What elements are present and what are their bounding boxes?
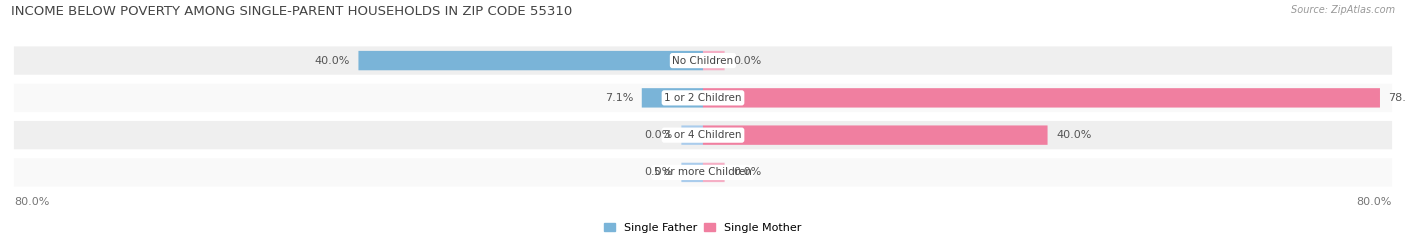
FancyBboxPatch shape bbox=[703, 88, 1379, 108]
FancyBboxPatch shape bbox=[703, 51, 724, 70]
Text: 5 or more Children: 5 or more Children bbox=[654, 168, 752, 177]
FancyBboxPatch shape bbox=[359, 51, 703, 70]
FancyBboxPatch shape bbox=[682, 163, 703, 182]
Text: 7.1%: 7.1% bbox=[605, 93, 633, 103]
Text: 0.0%: 0.0% bbox=[644, 168, 673, 177]
Text: 78.6%: 78.6% bbox=[1389, 93, 1406, 103]
FancyBboxPatch shape bbox=[14, 158, 1392, 187]
FancyBboxPatch shape bbox=[682, 125, 703, 145]
Text: INCOME BELOW POVERTY AMONG SINGLE-PARENT HOUSEHOLDS IN ZIP CODE 55310: INCOME BELOW POVERTY AMONG SINGLE-PARENT… bbox=[11, 5, 572, 18]
Text: 80.0%: 80.0% bbox=[1357, 197, 1392, 207]
Text: No Children: No Children bbox=[672, 56, 734, 65]
FancyBboxPatch shape bbox=[703, 125, 1047, 145]
Text: 40.0%: 40.0% bbox=[1056, 130, 1091, 140]
Text: 40.0%: 40.0% bbox=[315, 56, 350, 65]
Text: 0.0%: 0.0% bbox=[733, 168, 762, 177]
FancyBboxPatch shape bbox=[703, 163, 724, 182]
Text: 0.0%: 0.0% bbox=[733, 56, 762, 65]
FancyBboxPatch shape bbox=[641, 88, 703, 108]
FancyBboxPatch shape bbox=[14, 121, 1392, 149]
Text: 80.0%: 80.0% bbox=[14, 197, 49, 207]
Legend: Single Father, Single Mother: Single Father, Single Mother bbox=[605, 223, 801, 233]
FancyBboxPatch shape bbox=[14, 46, 1392, 75]
Text: 3 or 4 Children: 3 or 4 Children bbox=[664, 130, 742, 140]
FancyBboxPatch shape bbox=[14, 84, 1392, 112]
Text: 1 or 2 Children: 1 or 2 Children bbox=[664, 93, 742, 103]
Text: Source: ZipAtlas.com: Source: ZipAtlas.com bbox=[1291, 5, 1395, 15]
Text: 0.0%: 0.0% bbox=[644, 130, 673, 140]
